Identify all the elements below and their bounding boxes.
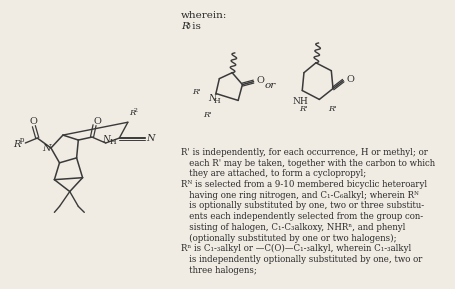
Text: each R' may be taken, together with the carbon to which: each R' may be taken, together with the …	[181, 159, 434, 168]
Text: O: O	[346, 75, 354, 84]
Text: is optionally substituted by one, two or three substitu-: is optionally substituted by one, two or…	[181, 201, 423, 210]
Text: R': R'	[192, 88, 200, 95]
Text: p: p	[20, 136, 25, 144]
Text: R': R'	[327, 105, 336, 113]
Text: having one ring nitrogen, and C₁-C₆alkyl; wherein Rᴺ: having one ring nitrogen, and C₁-C₆alkyl…	[181, 191, 418, 200]
Text: they are attached, to form a cyclopropyl;: they are attached, to form a cyclopropyl…	[181, 169, 365, 178]
Text: O: O	[256, 76, 264, 85]
Text: 2: 2	[134, 108, 137, 113]
Text: NH: NH	[292, 97, 308, 106]
Text: Rᴺ is selected from a 9-10 membered bicyclic heteroaryl: Rᴺ is selected from a 9-10 membered bicy…	[181, 180, 426, 189]
Text: R' is independently, for each occurrence, H or methyl; or: R' is independently, for each occurrence…	[181, 148, 427, 157]
Text: N: N	[208, 94, 216, 103]
Text: R': R'	[298, 105, 307, 113]
Text: H: H	[110, 138, 116, 146]
Text: or: or	[264, 81, 276, 90]
Text: O: O	[93, 117, 101, 126]
Text: 3: 3	[185, 22, 190, 30]
Text: R': R'	[202, 111, 211, 119]
Text: R: R	[129, 109, 136, 117]
Text: is: is	[188, 22, 200, 31]
Text: R: R	[181, 22, 188, 31]
Text: sisting of halogen, C₁-C₃alkoxy, NHRⁿ, and phenyl: sisting of halogen, C₁-C₃alkoxy, NHRⁿ, a…	[181, 223, 404, 232]
Text: ents each independently selected from the group con-: ents each independently selected from th…	[181, 212, 422, 221]
Text: Rⁿ is C₁-₃alkyl or —C(O)—C₁-₃alkyl, wherein C₁-₃alkyl: Rⁿ is C₁-₃alkyl or —C(O)—C₁-₃alkyl, wher…	[181, 244, 410, 253]
Text: is independently optionally substituted by one, two or: is independently optionally substituted …	[181, 255, 421, 264]
Text: H: H	[213, 97, 220, 105]
Text: R: R	[13, 140, 20, 149]
Text: three halogens;: three halogens;	[181, 266, 256, 275]
Text: N: N	[147, 134, 155, 142]
Text: N: N	[101, 135, 109, 144]
Text: (optionally substituted by one or two halogens);: (optionally substituted by one or two ha…	[181, 234, 396, 243]
Text: O: O	[29, 117, 37, 126]
Text: wherein:: wherein:	[181, 11, 227, 20]
Text: N: N	[42, 144, 51, 153]
